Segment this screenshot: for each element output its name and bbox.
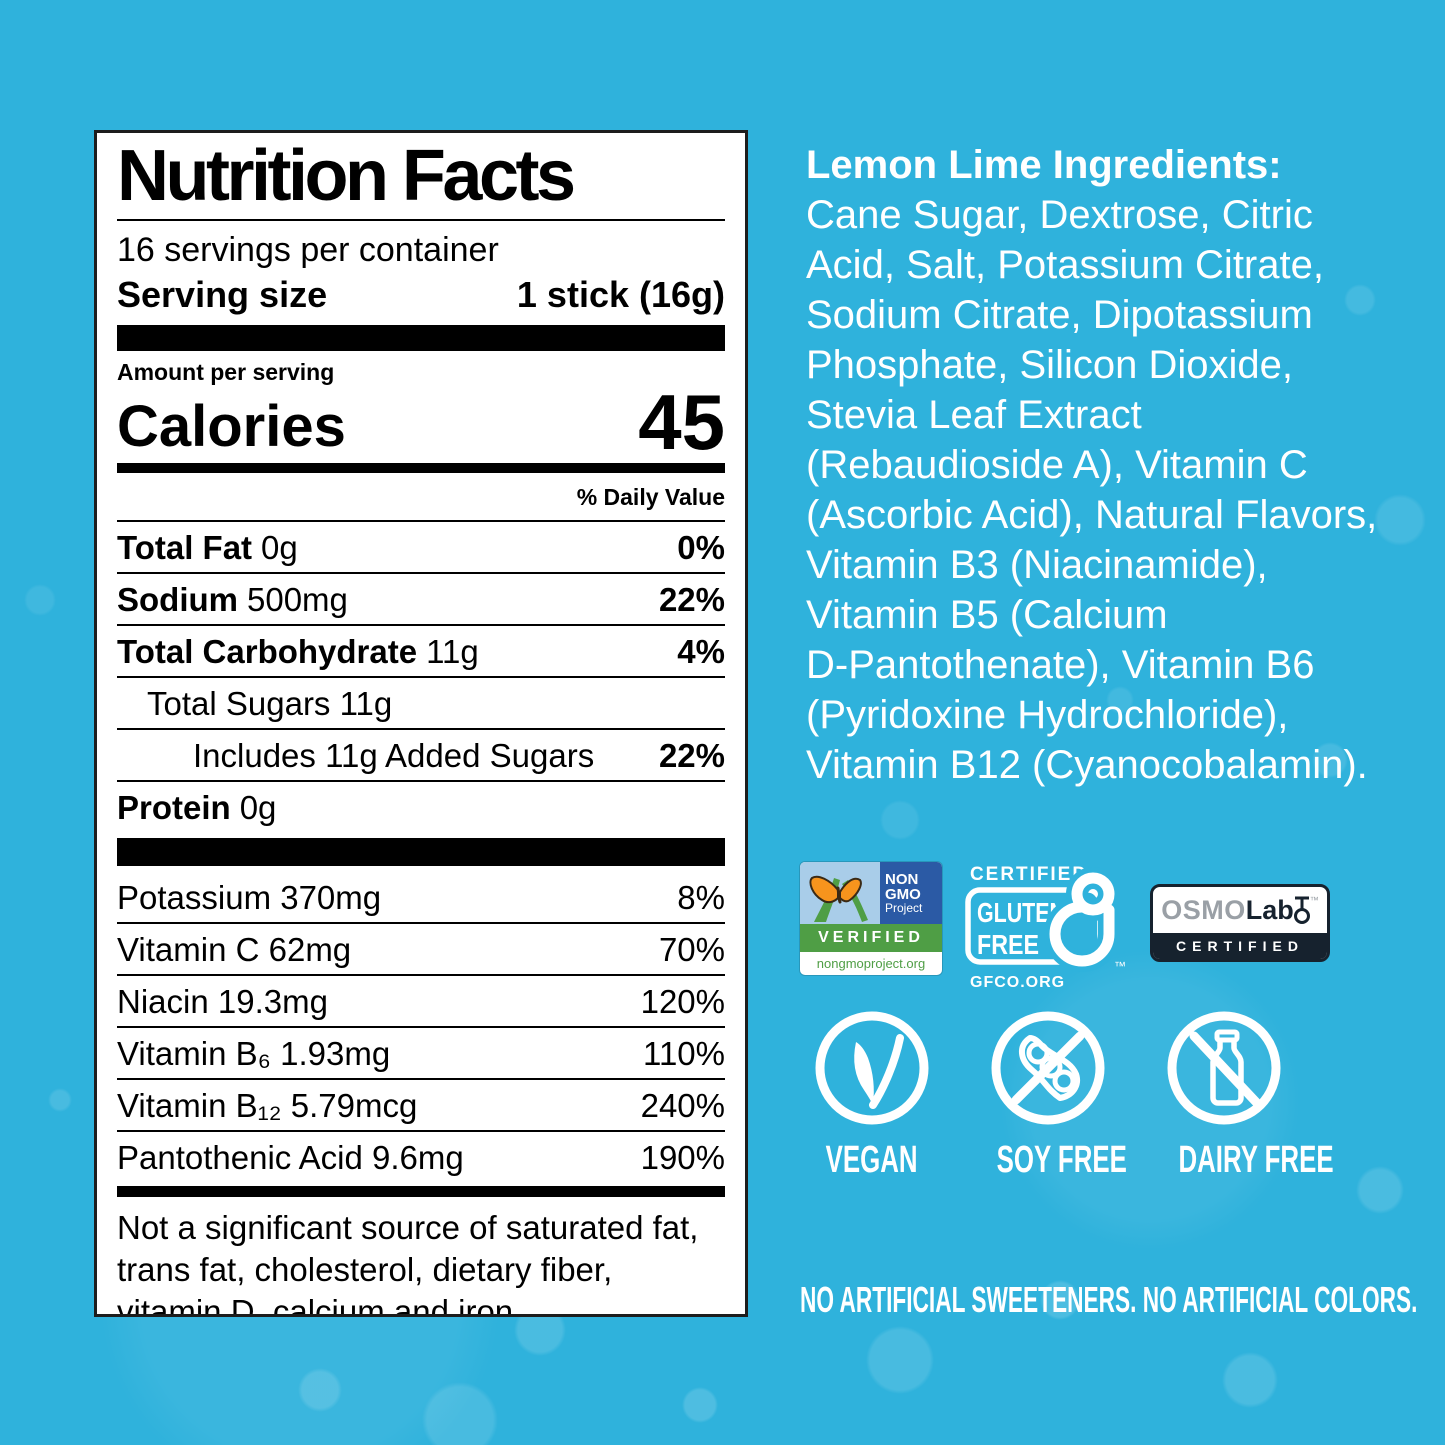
nutrient-amount: 0g (239, 789, 277, 826)
gfco-org-text: GFCO.ORG (970, 974, 1065, 991)
nutrient-dv: 4% (677, 633, 725, 670)
serving-size-label: Serving size (117, 274, 328, 315)
micro-name-amount: Niacin 19.3mg (117, 983, 328, 1020)
servings-per-container: 16 servings per container (117, 231, 499, 269)
nutrition-facts-panel: Nutrition Facts 16 servings per containe… (94, 130, 748, 1317)
claim-vegan: VEGAN (790, 1008, 954, 1180)
nutrient-amount: Total Sugars 11g (147, 685, 393, 722)
micro-dv: 120% (640, 983, 725, 1020)
nutrient-row-total-carbohydrate: Total Carbohydrate 11g 4% (117, 626, 725, 678)
footnote: Not a significant source of saturated fa… (117, 1209, 699, 1317)
micro-dv: 240% (640, 1087, 725, 1124)
thick-divider (117, 325, 725, 351)
soy-free-icon (991, 1011, 1105, 1125)
nutrient-amount: 0g (261, 529, 298, 566)
medium-divider (117, 463, 725, 473)
micro-row-vitamin-c: Vitamin C 62mg 70% (117, 924, 725, 976)
micro-row-vitamin-b6: Vitamin B₆ 1.93mg 110% (117, 1028, 725, 1080)
medium-divider (117, 1186, 725, 1197)
non-gmo-line2: GMO (885, 885, 921, 903)
nutrient-name: Sodium (117, 581, 238, 618)
serving-size-value: 1 stick (16g) (516, 274, 725, 315)
micro-row-pantothenic-acid: Pantothenic Acid 9.6mg 190% (117, 1132, 725, 1182)
nutrient-amount: 11g (426, 633, 479, 670)
gluten-free-word2: FREE (977, 929, 1039, 960)
serving-size-row: Serving size 1 stick (16g) (117, 271, 725, 319)
non-gmo-line3: Project (885, 900, 923, 915)
dietary-claims: VEGAN SOY FREE DAIRY FREE (790, 1008, 1334, 1180)
micro-row-potassium: Potassium 370mg 8% (117, 872, 725, 924)
osmolab-certified-band: CERTIFIED (1153, 933, 1327, 959)
micro-dv: 8% (677, 879, 725, 916)
micro-row-niacin: Niacin 19.3mg 120% (117, 976, 725, 1028)
footer-claim: NO ARTIFICIAL SWEETENERS. NO ARTIFICIAL … (800, 1280, 1445, 1320)
non-gmo-verified-band: VERIFIED (800, 924, 942, 952)
nutrient-row-total-sugars: Total Sugars 11g (117, 678, 725, 730)
certified-gluten-free-badge: CERTIFIED GLUTEN FREE ™ GFCO.ORG (962, 856, 1137, 991)
osmolab-certified-badge: OSMO Lab ™ CERTIFIED (1150, 884, 1330, 962)
micro-row-vitamin-b12: Vitamin B₁₂ 5.79mcg 240% (117, 1080, 725, 1132)
micro-dv: 70% (658, 931, 725, 968)
nutrient-row-sodium: Sodium 500mg 22% (117, 574, 725, 626)
micro-name-amount: Vitamin B₆ 1.93mg (117, 1035, 391, 1072)
nutrient-amount: 500mg (247, 581, 348, 618)
claim-label-vegan: VEGAN (826, 1139, 918, 1181)
claim-soy-free: SOY FREE (966, 1008, 1130, 1180)
daily-value-header: % Daily Value (117, 475, 725, 522)
calories-value: 45 (638, 378, 725, 466)
osmolab-lab-text: Lab (1245, 894, 1294, 925)
ingredients-block: Lemon Lime Ingredients: Cane Sugar, Dext… (806, 140, 1406, 790)
nutrition-facts-title: Nutrition Facts (117, 136, 576, 216)
nutrient-dv: 22% (658, 737, 725, 774)
non-gmo-line1: NON (885, 870, 919, 888)
calories-row: Calories 45 (117, 378, 725, 466)
nutrient-dv: 0% (677, 529, 725, 566)
ingredients-heading: Lemon Lime Ingredients: (806, 143, 1282, 187)
micro-name-amount: Vitamin C 62mg (117, 931, 352, 968)
gfco-g-icon (1043, 867, 1120, 972)
nutrient-name: Total Carbohydrate (117, 633, 418, 670)
gluten-free-tm: ™ (1114, 959, 1126, 973)
nutrient-dv: 22% (658, 581, 725, 618)
vegan-icon (815, 1011, 929, 1125)
claim-label-soy-free: SOY FREE (996, 1139, 1127, 1181)
non-gmo-url: nongmoproject.org (816, 956, 926, 971)
calories-label: Calories (117, 394, 346, 459)
divider (117, 219, 725, 221)
non-gmo-project-badge: NON GMO Project VERIFIED nongmoproject.o… (800, 862, 942, 975)
osmolab-osmo-text: OSMO (1161, 894, 1246, 925)
nutrient-amount: Includes 11g Added Sugars (193, 737, 595, 774)
nutrient-name: Total Fat (117, 529, 253, 566)
nutrient-name: Protein (117, 789, 231, 826)
nutrient-row-total-fat: Total Fat 0g 0% (117, 522, 725, 574)
micro-dv: 110% (643, 1035, 725, 1072)
nutrient-row-protein: Protein 0g (117, 782, 725, 832)
gluten-free-certified-text: CERTIFIED (970, 864, 1088, 885)
micro-name-amount: Potassium 370mg (117, 879, 382, 916)
micro-name-amount: Pantothenic Acid 9.6mg (117, 1139, 464, 1176)
ingredients-text: Cane Sugar, Dextrose, Citric Acid, Salt,… (806, 193, 1378, 787)
thick-divider (117, 838, 725, 866)
nutrient-row-added-sugars: Includes 11g Added Sugars 22% (117, 730, 725, 782)
claim-dairy-free: DAIRY FREE (1142, 1008, 1334, 1180)
flask-icon (1293, 896, 1310, 924)
micro-dv: 190% (640, 1139, 725, 1176)
claim-label-dairy-free: DAIRY FREE (1178, 1139, 1334, 1181)
amount-per-serving-label: Amount per serving (117, 359, 335, 385)
dairy-free-icon (1167, 1011, 1281, 1125)
micro-name-amount: Vitamin B₁₂ 5.79mcg (117, 1087, 418, 1124)
osmolab-tm: ™ (1309, 895, 1319, 905)
footer-claim-text: NO ARTIFICIAL SWEETENERS. NO ARTIFICIAL … (800, 1279, 1418, 1320)
butterfly-icon (800, 862, 880, 924)
